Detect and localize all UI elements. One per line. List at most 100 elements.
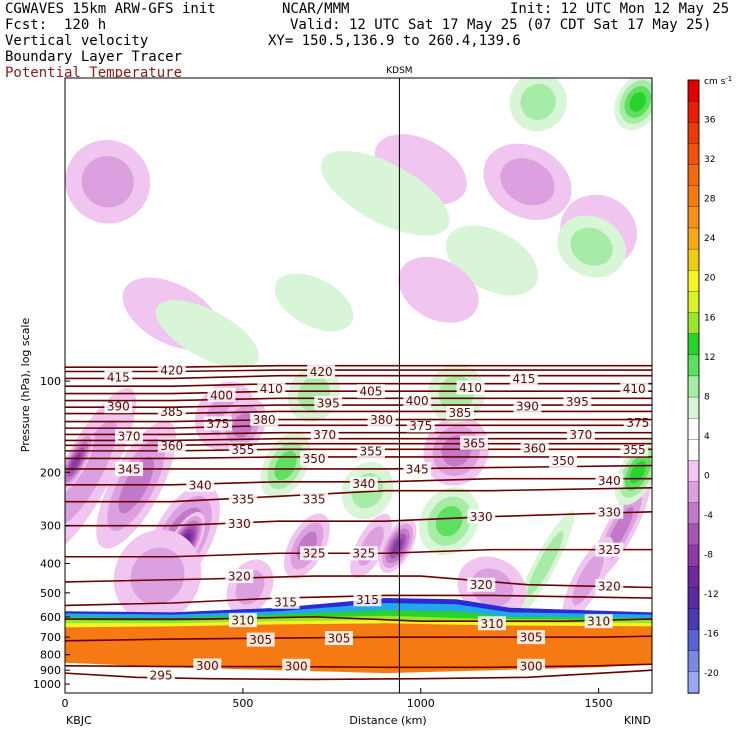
theta-label-bg-335-0: [228, 491, 257, 506]
colorbar-swatch-15: [687, 396, 700, 419]
colorbar-swatch-28: [687, 671, 700, 694]
theta-label-bg-410-2: [620, 381, 649, 396]
theta-label-390-1: 390: [516, 400, 539, 414]
field-vertical-velocity: Vertical velocity: [5, 33, 149, 49]
theta-label-420-0: 420: [160, 364, 183, 378]
theta-label-385-1: 385: [448, 406, 471, 420]
theta-label-bg-310-2: [584, 614, 613, 629]
vertical-velocity-field: [65, 78, 652, 623]
colorbar-label-4: 4: [704, 432, 710, 442]
w-cell-neg-9-1: [398, 256, 479, 323]
theta-label-bg-320-2: [595, 579, 624, 594]
theta-label-bg-390-1: [513, 399, 542, 414]
theta-label-330-2: 330: [598, 505, 621, 519]
theta-line-320: [65, 575, 652, 589]
right-endpoint-label: KIND: [624, 714, 651, 727]
theta-label-385-0: 385: [160, 405, 183, 419]
theta-label-400-1: 400: [406, 394, 429, 408]
colorbar-swatch-6: [687, 206, 700, 229]
w-cell-neg-23-5: [392, 538, 403, 554]
theta-label-370-1: 370: [313, 428, 336, 442]
theta-label-bg-395-1: [563, 394, 592, 409]
theta-label-bg-410-1: [456, 380, 485, 395]
w-cell-pos-11-1: [155, 300, 259, 369]
theta-label-bg-310-1: [477, 616, 506, 631]
theta-label-bg-400-0: [207, 387, 236, 402]
theta-label-bg-420-1: [307, 364, 336, 379]
theta-label-bg-365-0: [460, 435, 489, 450]
theta-line-340: [65, 477, 652, 486]
theta-line-395: [65, 397, 652, 402]
theta-label-bg-340-1: [349, 476, 378, 491]
theta-label-375-2: 375: [626, 416, 649, 430]
xy-endpoints: XY= 150.5,136.9 to 260.4,139.6: [268, 33, 521, 49]
colorbar-swatch-14: [687, 375, 700, 398]
theta-line-315: [65, 594, 652, 607]
colorbar-label-0: 0: [704, 471, 710, 481]
x-axis-label: Distance (km): [349, 714, 426, 727]
w-cell-pos-6-1: [320, 150, 450, 236]
theta-line-310: [65, 616, 652, 622]
y-tick-label-200: 200: [40, 466, 61, 479]
theta-label-bg-355-0: [228, 442, 257, 457]
theta-label-bg-420-0: [157, 363, 186, 378]
theta-label-bg-370-1: [310, 427, 339, 442]
colorbar-swatch-24: [687, 587, 700, 610]
theta-label-410-1: 410: [459, 381, 482, 395]
theta-label-355-0: 355: [231, 443, 254, 457]
theta-label-330-1: 330: [470, 510, 493, 524]
theta-label-bg-350-0: [300, 451, 329, 466]
x-tick-label-1000: 1000: [407, 697, 435, 710]
theta-line-295: [65, 669, 652, 681]
theta-label-bg-345-1: [403, 461, 432, 476]
theta-label-350-0: 350: [303, 452, 326, 466]
theta-label-bg-390-0: [104, 399, 133, 414]
theta-label-355-2: 355: [623, 443, 646, 457]
theta-label-345-1: 345: [406, 462, 429, 476]
colorbar-label-16: 16: [704, 313, 716, 323]
colorbar-swatch-22: [687, 544, 700, 567]
theta-label-300-2: 300: [520, 659, 543, 673]
theta-label-415-0: 415: [107, 371, 130, 385]
theta-line-420: [65, 364, 652, 368]
colorbar-swatch-4: [687, 164, 700, 187]
theta-label-bg-360-1: [520, 440, 549, 455]
theta-label-410-0: 410: [260, 382, 283, 396]
theta-label-370-0: 370: [118, 430, 141, 444]
theta-label-420-1: 420: [310, 365, 333, 379]
colorbar-swatch-7: [687, 227, 700, 250]
colorbar-swatch-0: [687, 79, 700, 102]
w-cell-neg-19-3: [232, 412, 254, 438]
theta-line-305: [65, 635, 652, 642]
colorbar-swatch-9: [687, 270, 700, 293]
theta-line-415: [65, 369, 652, 373]
theta-label-380-0: 380: [253, 413, 276, 427]
y-tick-label-100: 100: [40, 375, 61, 388]
model-title: CGWAVES 15km ARW-GFS init: [5, 1, 216, 17]
colorbar-swatch-21: [687, 523, 700, 546]
y-tick-label-700: 700: [40, 631, 61, 644]
forecast-hour: Fcst: 120 h: [5, 17, 107, 33]
w-cell-neg-13-2: [65, 420, 117, 525]
theta-label-bg-325-0: [300, 546, 329, 561]
theta-label-325-1: 325: [352, 547, 375, 561]
theta-label-390-0: 390: [107, 400, 130, 414]
colorbar-swatch-18: [687, 460, 700, 483]
x-tick-label-0: 0: [62, 697, 69, 710]
theta-label-295-0: 295: [150, 669, 173, 683]
theta-label-320-1: 320: [470, 578, 493, 592]
colorbar-swatch-25: [687, 608, 700, 631]
theta-label-bg-300-1: [282, 658, 311, 673]
w-cell-neg-0-2: [81, 156, 134, 208]
w-cell-pos-24-3: [274, 450, 297, 481]
theta-label-bg-385-1: [445, 405, 474, 420]
theta-line-390: [65, 404, 652, 409]
colorbar-swatch-26: [687, 629, 700, 652]
w-cell-pos-12-1: [274, 273, 354, 332]
y-tick-label-500: 500: [40, 587, 61, 600]
theta-label-bg-320-1: [467, 577, 496, 592]
theta-label-400-0: 400: [210, 388, 233, 402]
theta-label-bg-315-1: [353, 592, 382, 607]
colorbar-swatch-20: [687, 502, 700, 525]
